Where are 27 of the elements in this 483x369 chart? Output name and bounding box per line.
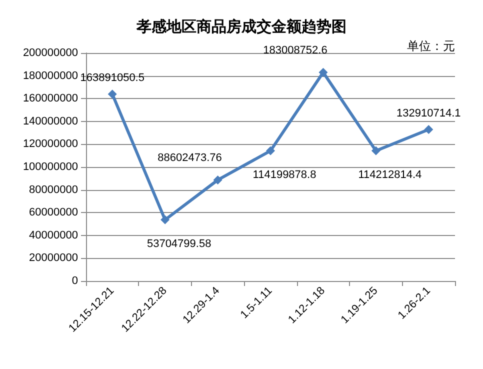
y-tick-label: 140000000 xyxy=(22,115,78,128)
data-label: 163891050.5 xyxy=(80,72,144,84)
point xyxy=(371,146,380,156)
point xyxy=(266,146,275,156)
y-tick-label: 160000000 xyxy=(22,92,78,105)
point xyxy=(160,215,170,224)
text: 单位：元 xyxy=(407,39,455,53)
data-label: 88602473.76 xyxy=(158,152,222,164)
point xyxy=(213,175,222,184)
data-label: 114199878.8 xyxy=(252,168,316,181)
data-label: 183008752.6 xyxy=(263,44,328,56)
y-tick-label: 40000000 xyxy=(29,229,78,242)
data-label: 132910714.1 xyxy=(396,107,461,120)
point xyxy=(424,124,434,134)
point xyxy=(108,90,117,99)
data-label: 53704799.58 xyxy=(146,238,212,250)
y-tick-label: 80000000 xyxy=(29,184,78,196)
point xyxy=(318,68,328,77)
y-tick-label: 120000000 xyxy=(22,138,78,150)
y-tick-label: 180000000 xyxy=(22,70,78,82)
data-label: 114212814.4 xyxy=(358,168,422,181)
chart-title: 孝感地区商品房成交金额趋势图 xyxy=(136,18,346,36)
y-tick-label: 0 xyxy=(72,275,78,287)
y-tick-label: 60000000 xyxy=(29,206,78,219)
y-tick-label: 100000000 xyxy=(22,161,78,173)
y-tick-label: 20000000 xyxy=(29,252,78,264)
y-tick-label: 200000000 xyxy=(22,47,78,59)
